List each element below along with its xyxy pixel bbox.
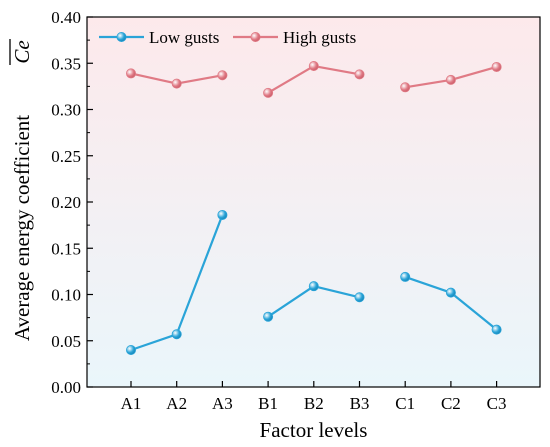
data-point (491, 61, 502, 72)
data-point (491, 324, 502, 335)
y-tick-label: 0.10 (51, 286, 81, 305)
x-tick-label: C3 (487, 394, 507, 413)
x-axis: A1 A2 A3 B1 B2 B3 C1 C2 C3 (121, 381, 507, 413)
y-tick-label: 0.40 (51, 8, 81, 27)
legend-label: High gusts (283, 28, 356, 47)
x-axis-title: Factor levels (260, 418, 368, 442)
legend-item: High gusts (233, 28, 356, 47)
data-point (308, 281, 319, 292)
data-point (445, 287, 456, 298)
x-tick-label: A3 (212, 394, 233, 413)
data-point (126, 344, 137, 355)
legend-marker (116, 32, 127, 43)
y-tick-label: 0.05 (51, 332, 81, 351)
data-point (217, 70, 228, 81)
data-point (308, 61, 319, 72)
x-tick-label: B1 (258, 394, 278, 413)
series-layer (126, 61, 502, 355)
x-tick-label: C1 (395, 394, 415, 413)
data-point (400, 271, 411, 282)
y-tick-label: 0.00 (51, 378, 81, 397)
y-axis-symbol: Ce (10, 40, 34, 63)
series-low-gusts (126, 209, 502, 355)
y-tick-label: 0.35 (51, 54, 81, 73)
data-point (400, 82, 411, 93)
x-tick-label: B2 (304, 394, 324, 413)
legend: Low gusts High gusts (99, 28, 356, 47)
legend-item: Low gusts (99, 28, 219, 47)
y-tick-label: 0.15 (51, 239, 81, 258)
data-point (217, 209, 228, 220)
data-point (171, 329, 182, 340)
data-point (445, 74, 456, 85)
data-point (263, 87, 274, 98)
series-high-gusts (126, 61, 502, 98)
y-tick-label: 0.25 (51, 147, 81, 166)
y-axis-title: Average energy coefficient (10, 115, 34, 341)
y-tick-label: 0.20 (51, 193, 81, 212)
legend-label: Low gusts (149, 28, 219, 47)
data-point (126, 68, 137, 79)
x-tick-label: C2 (441, 394, 461, 413)
data-point (354, 69, 365, 80)
data-point (263, 311, 274, 322)
x-tick-label: A2 (166, 394, 187, 413)
y-tick-label: 0.30 (51, 101, 81, 120)
y-axis-title-group: Average energy coefficient Ce (9, 39, 34, 341)
data-point (171, 78, 182, 89)
x-tick-label: A1 (121, 394, 142, 413)
y-axis: 0.00 0.05 0.10 0.15 0.20 0.25 0.30 0.35 0.40 (51, 8, 93, 397)
plot-background (87, 17, 540, 387)
legend-marker (250, 32, 261, 43)
plot-frame (86, 16, 541, 388)
data-point (354, 292, 365, 303)
x-tick-label: B3 (350, 394, 370, 413)
